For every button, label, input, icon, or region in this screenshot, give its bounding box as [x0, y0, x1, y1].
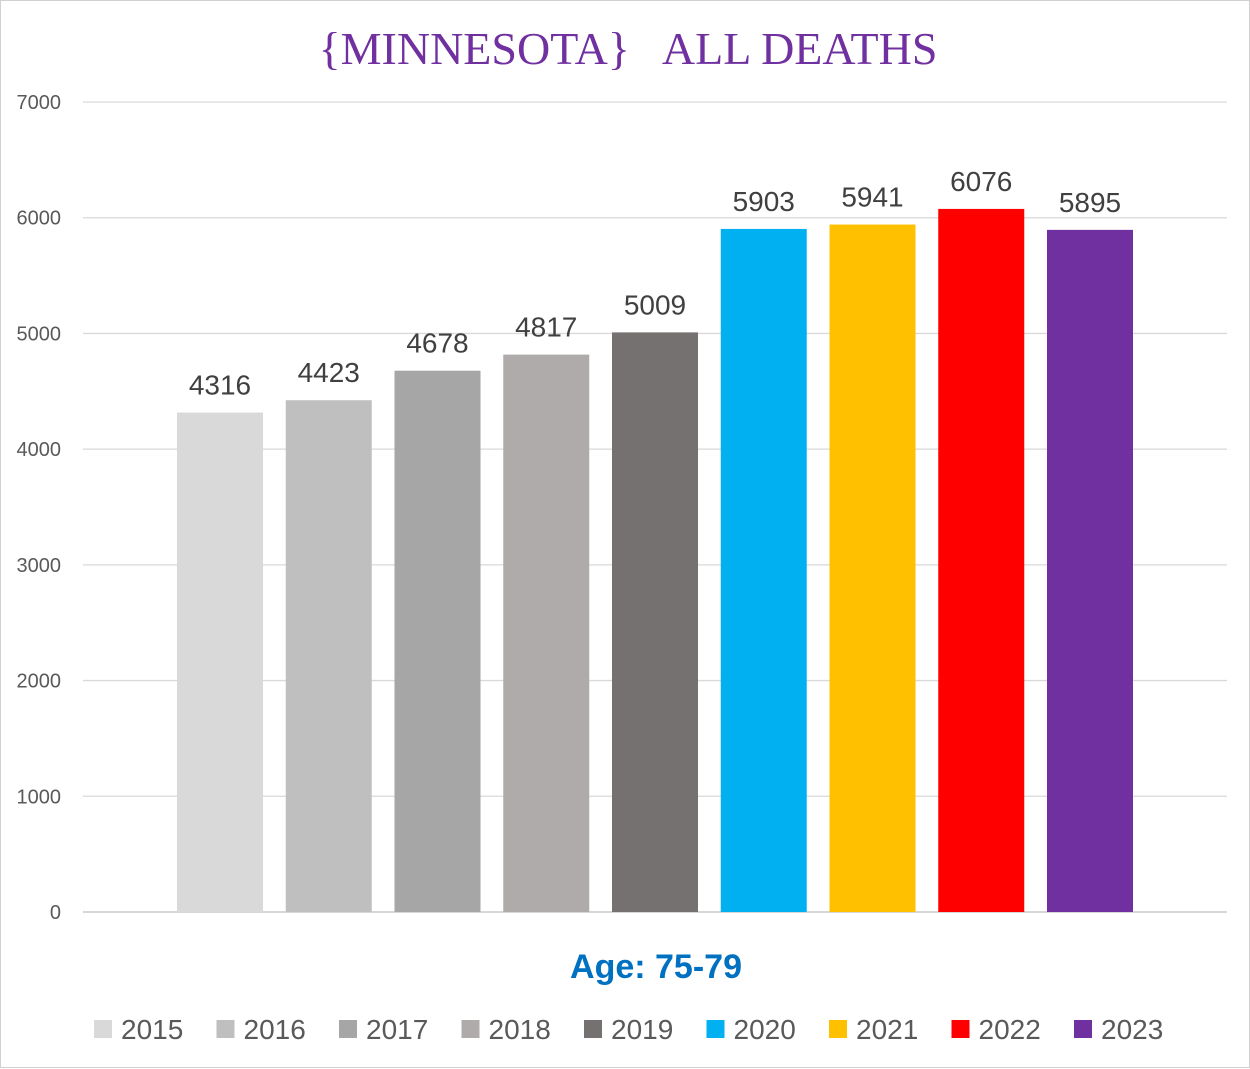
- data-label-2017: 4678: [406, 328, 468, 359]
- legend-label: 2023: [1101, 1014, 1163, 1045]
- y-tick-label: 6000: [17, 208, 62, 230]
- bar-2022: [938, 208, 1025, 913]
- legend-label: 2015: [121, 1014, 183, 1045]
- bar-2017: [394, 370, 481, 912]
- y-tick-label: 2000: [17, 671, 62, 693]
- y-tick-label: 4000: [17, 439, 62, 461]
- data-label-2015: 4316: [189, 370, 251, 401]
- bar-2019: [612, 332, 698, 912]
- y-tick-label: 1000: [17, 786, 62, 808]
- bar-2023: [1047, 229, 1133, 913]
- legend-label: 2019: [611, 1014, 673, 1045]
- legend-item-2021: 2021: [829, 1014, 918, 1045]
- legend-label: 2022: [979, 1014, 1041, 1045]
- y-tick-label: 0: [50, 902, 61, 924]
- bar-2015: [177, 412, 263, 912]
- legend-swatch: [829, 1020, 847, 1038]
- legend-label: 2016: [244, 1014, 306, 1045]
- y-tick-label: 7000: [17, 92, 62, 114]
- y-tick-label: 5000: [17, 323, 62, 345]
- bar-2018: [503, 354, 590, 913]
- legend-label: 2021: [856, 1014, 918, 1045]
- bars: [177, 208, 1133, 913]
- legend-swatch: [94, 1020, 112, 1038]
- y-axis-ticks: 0 1000 2000 3000 4000 5000 6000 7000: [17, 92, 62, 924]
- legend-swatch: [951, 1020, 970, 1038]
- legend-item-2015: 2015: [94, 1014, 183, 1045]
- legend-label: 2020: [734, 1014, 796, 1045]
- data-label-2022: 6076: [950, 166, 1012, 197]
- legend: 2015 2016 2017 2018 2019 2020 2021 2022 2023: [94, 1014, 1163, 1045]
- legend-item-2023: 2023: [1074, 1014, 1163, 1045]
- legend-swatch: [216, 1020, 235, 1038]
- legend-swatch: [584, 1020, 602, 1038]
- legend-label: 2017: [366, 1014, 428, 1045]
- legend-swatch: [461, 1020, 480, 1038]
- legend-swatch: [1074, 1020, 1092, 1038]
- data-label-2019: 5009: [624, 289, 686, 320]
- legend-item-2019: 2019: [584, 1014, 673, 1045]
- data-label-2018: 4817: [515, 312, 577, 343]
- legend-item-2016: 2016: [216, 1014, 306, 1045]
- bar-2016: [285, 400, 372, 912]
- bar-2021: [829, 224, 916, 912]
- legend-swatch: [706, 1020, 725, 1038]
- bar-2020: [720, 228, 807, 912]
- y-tick-label: 3000: [17, 555, 62, 577]
- data-labels: 4316 4423 4678 4817 5009 5903 5941 6076 5895: [189, 166, 1121, 401]
- x-axis-label: Age: 75-79: [570, 948, 742, 986]
- legend-item-2017: 2017: [339, 1014, 428, 1045]
- legend-label: 2018: [489, 1014, 551, 1045]
- legend-swatch: [339, 1020, 357, 1038]
- data-label-2023: 5895: [1059, 187, 1121, 218]
- legend-item-2020: 2020: [706, 1014, 796, 1045]
- data-label-2021: 5941: [841, 182, 903, 213]
- data-label-2020: 5903: [733, 186, 795, 217]
- legend-item-2018: 2018: [461, 1014, 551, 1045]
- chart-title: {MINNESOTA} ALL DEATHS: [319, 23, 938, 74]
- legend-item-2022: 2022: [951, 1014, 1041, 1045]
- data-label-2016: 4423: [298, 357, 360, 388]
